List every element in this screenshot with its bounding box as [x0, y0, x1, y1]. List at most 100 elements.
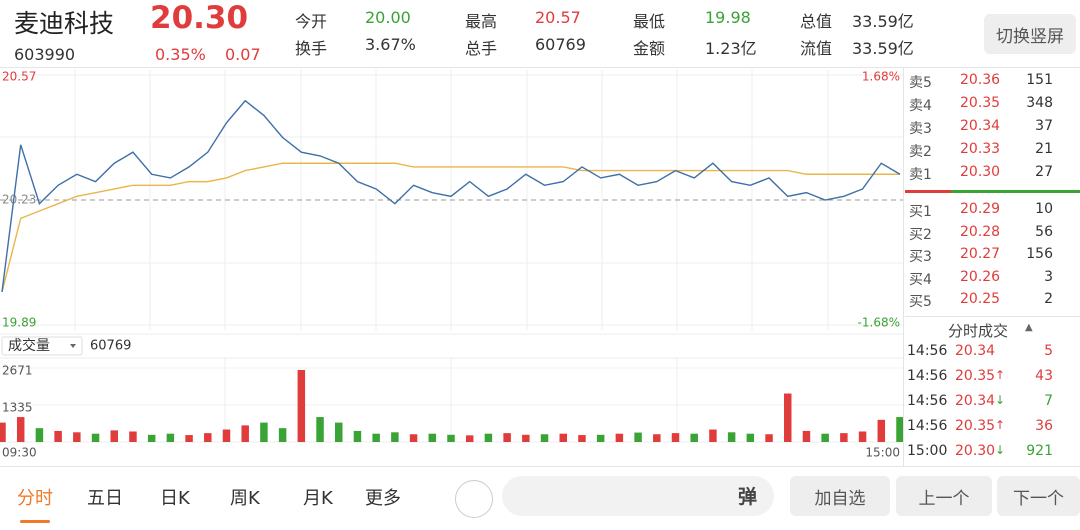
trade-time: 15:00	[907, 443, 948, 459]
divider	[905, 316, 1080, 317]
rotate-button[interactable]: 切换竖屏	[984, 14, 1076, 54]
tab[interactable]: 分时	[17, 488, 53, 509]
tab[interactable]: 更多	[365, 488, 401, 509]
trade-price: 20.35	[955, 368, 996, 384]
chat-icon[interactable]	[455, 480, 493, 518]
danmaku-icon[interactable]: 弹	[738, 486, 758, 508]
book-label: 卖4	[909, 98, 932, 114]
button[interactable]: 上一个	[896, 476, 992, 516]
volume-bar	[129, 431, 137, 442]
volume-bar	[147, 434, 156, 442]
volume-bar	[54, 430, 62, 442]
stat-label: 总手	[465, 39, 498, 58]
book-label: 买1	[909, 204, 932, 220]
book-price: 20.26	[960, 268, 1001, 285]
x-tick-label: 09:30	[2, 446, 37, 460]
volume-bar	[91, 433, 100, 442]
tab[interactable]: 五日	[87, 488, 123, 509]
y2-tick-label: 1.68%	[862, 70, 900, 84]
book-label: 买3	[909, 249, 932, 266]
book-price: 20.28	[960, 223, 1001, 240]
x-tick-label: 15:00	[865, 446, 900, 460]
y-tick-label: 20.23	[2, 193, 36, 207]
book-volume: 21	[1035, 141, 1053, 157]
volume-bar	[746, 433, 755, 442]
stat-value: 60769	[535, 35, 586, 54]
volume-bar	[372, 433, 380, 442]
stat-value: 19.98	[705, 8, 751, 27]
volume-bar	[428, 433, 437, 442]
book-volume: 2	[1044, 291, 1053, 308]
divider	[0, 67, 1080, 68]
trade-time: 14:56	[907, 368, 948, 384]
book-price: 20.30	[960, 164, 1001, 180]
stock-price: 20.30	[150, 0, 249, 36]
volume-selector[interactable]	[1, 336, 83, 356]
tab[interactable]: 周K	[230, 488, 260, 509]
book-volume: 37	[1035, 118, 1053, 134]
toolbar: 弹	[0, 470, 1080, 530]
book-price: 20.35	[960, 95, 1001, 111]
trade-time: 14:56	[907, 393, 948, 409]
trade-volume: 5	[1044, 343, 1053, 359]
button[interactable]: 下一个	[997, 476, 1080, 516]
stat-label: 金额	[633, 39, 666, 58]
sort-caret: ▲	[1025, 322, 1033, 333]
book-volume: 156	[1026, 246, 1053, 263]
volume-bar	[353, 430, 362, 442]
book-label: 买2	[909, 226, 932, 243]
chart: 成交量 60769 19.89 20.23 20.57 -1.68% 1.68% 1335…	[0, 70, 903, 460]
trade-price: 20.30	[955, 443, 996, 459]
tab[interactable]: 月K	[303, 488, 333, 509]
volume-bar	[840, 433, 848, 442]
volume-bar	[484, 433, 493, 442]
book-volume: 10	[1035, 201, 1053, 217]
volume-bar	[204, 433, 212, 442]
book-label: 卖1	[909, 167, 932, 183]
stat-value: 3.67%	[365, 35, 416, 54]
divider	[903, 67, 904, 467]
volume-bar	[222, 429, 231, 442]
stat-value: 20.57	[535, 8, 581, 27]
volume-bar	[784, 393, 792, 442]
volume-bar	[540, 434, 549, 442]
button[interactable]: 加自选	[790, 476, 890, 516]
book-volume: 56	[1035, 223, 1053, 240]
volume-bar	[709, 429, 717, 442]
book-label: 买4	[909, 271, 932, 288]
book-label: 卖5	[909, 75, 932, 91]
volume-bar	[559, 433, 567, 442]
y-tick-label: 19.89	[2, 316, 36, 330]
volume-bar	[877, 419, 886, 442]
volume-bar	[858, 431, 867, 442]
trade-time: 14:56	[907, 343, 948, 359]
book-price: 20.25	[960, 291, 1001, 308]
comment-input[interactable]	[502, 476, 774, 516]
y-tick-label: 1335	[2, 401, 33, 415]
trade-price: 20.34	[955, 393, 996, 409]
stock-code: 603990	[14, 45, 76, 64]
book-label: 买5	[909, 294, 932, 311]
volume-bar	[278, 428, 287, 442]
volume-bar	[765, 434, 773, 442]
volume-bar	[465, 435, 474, 442]
stat-label: 总值	[800, 12, 833, 31]
book-divider-red	[905, 190, 951, 193]
volume-bar	[16, 417, 25, 442]
tab[interactable]: 日K	[160, 488, 190, 509]
book-label: 卖3	[909, 121, 932, 137]
trade-arrow: ↓	[995, 393, 1006, 407]
y2-tick-label: -1.68%	[858, 316, 900, 330]
volume-bar	[615, 433, 624, 442]
book-price: 20.29	[960, 201, 1001, 217]
stat-label: 换手	[295, 39, 328, 58]
volume-bar	[185, 435, 193, 442]
trades-title: 分时成交	[948, 322, 1009, 340]
book-label: 卖2	[909, 144, 932, 160]
trade-volume: 43	[1035, 368, 1053, 384]
volume-bar	[896, 417, 903, 442]
price-line	[1, 99, 901, 292]
trade-price: 20.35	[955, 418, 996, 434]
volume-bar	[0, 422, 6, 442]
